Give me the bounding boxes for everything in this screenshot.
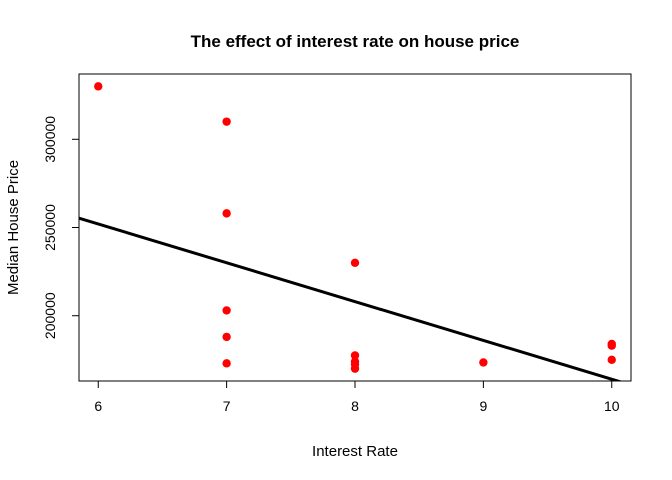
- x-tick-label: 10: [604, 398, 620, 414]
- x-tick-label: 9: [479, 398, 487, 414]
- y-tick-label: 200000: [42, 292, 58, 339]
- y-tick-label: 250000: [42, 204, 58, 251]
- x-tick-label: 7: [223, 398, 231, 414]
- plot-area: [79, 82, 623, 381]
- y-tick-label: 300000: [42, 116, 58, 163]
- data-point: [607, 341, 616, 350]
- x-axis-label: Interest Rate: [312, 443, 398, 460]
- data-point: [222, 117, 231, 126]
- data-point: [607, 355, 616, 365]
- x-tick-label: 6: [94, 398, 102, 414]
- chart-title: The effect of interest rate on house pri…: [191, 32, 520, 51]
- data-point: [94, 82, 103, 91]
- data-point: [350, 364, 360, 373]
- y-axis: 200000 250000 300000: [42, 116, 80, 339]
- y-axis-label: Median House Price: [5, 160, 22, 295]
- data-point: [350, 258, 360, 267]
- x-tick-label: 8: [351, 398, 359, 414]
- data-point: [222, 359, 231, 368]
- plot-frame: [78, 73, 632, 382]
- data-point: [222, 209, 231, 218]
- regression-line: [79, 216, 623, 381]
- data-point: [350, 351, 360, 360]
- data-point: [222, 332, 231, 342]
- x-axis: 6 7 8 9 10: [94, 380, 620, 414]
- data-point: [479, 358, 488, 367]
- data-point: [222, 306, 231, 315]
